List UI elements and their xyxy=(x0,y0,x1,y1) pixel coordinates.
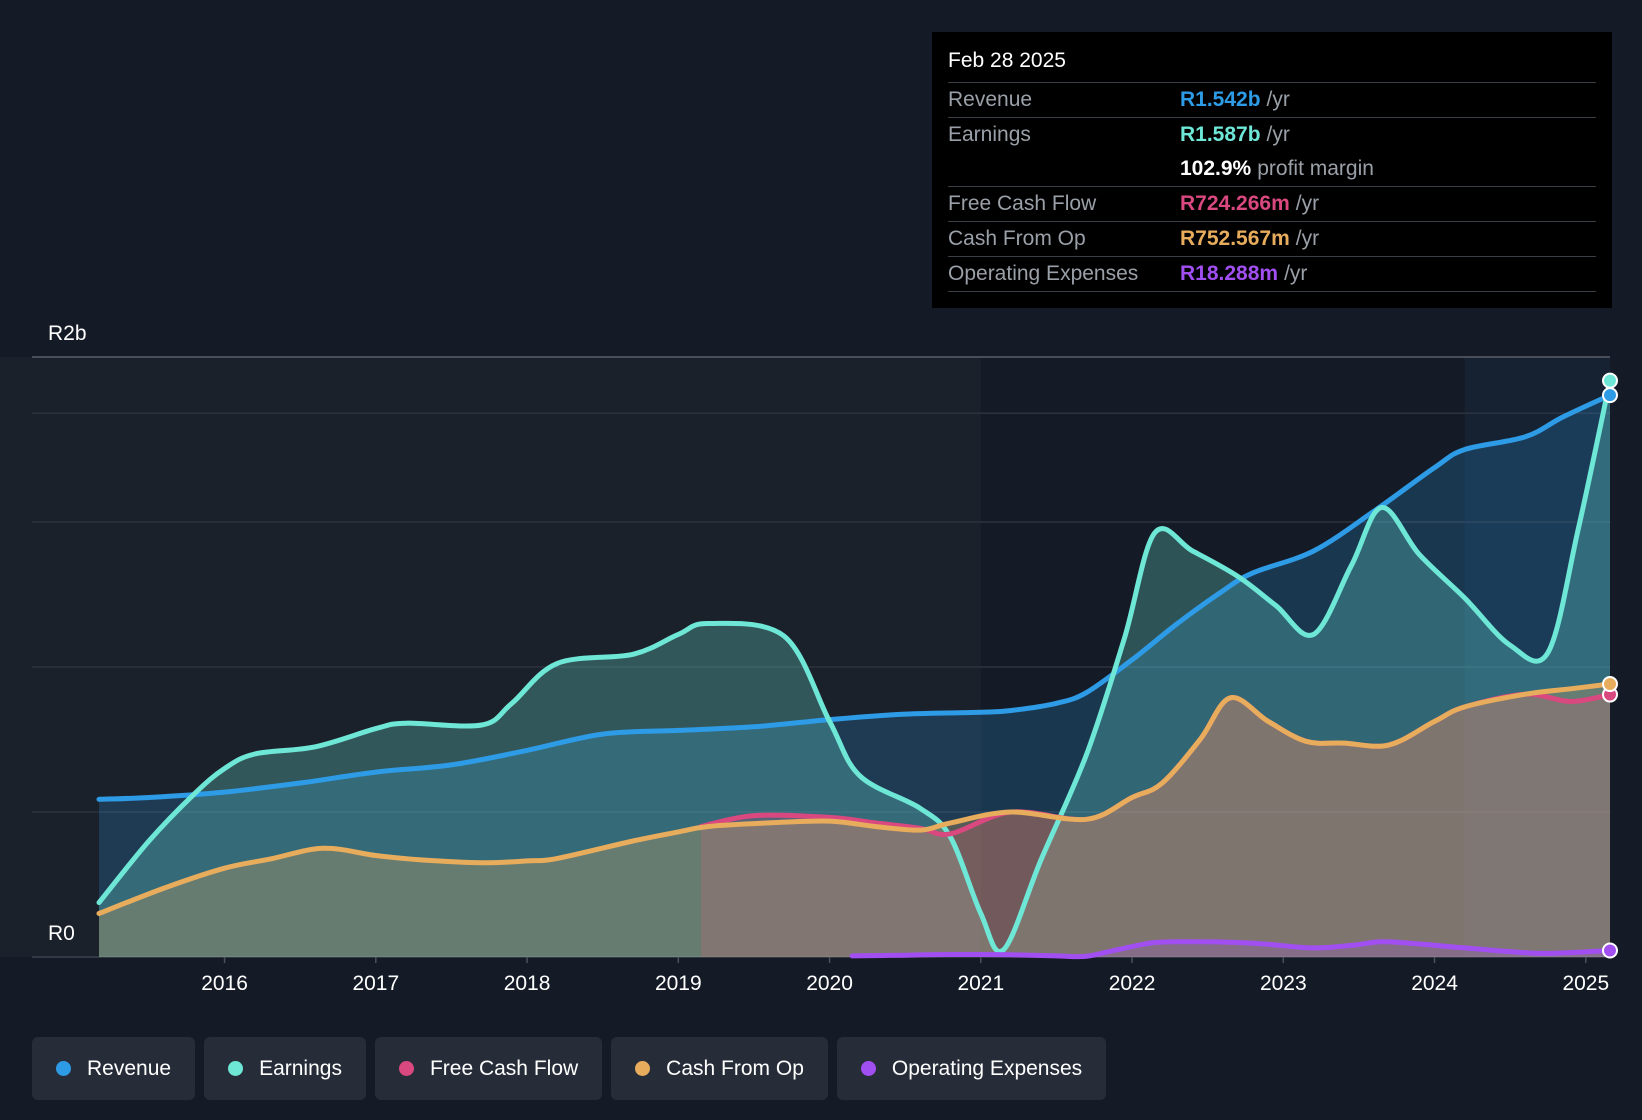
legend-label: Operating Expenses xyxy=(891,1056,1083,1080)
legend-dot-icon xyxy=(228,1061,244,1076)
line-cash-from-op xyxy=(96,681,1613,916)
x-tick-label: 2020 xyxy=(806,972,853,995)
tooltip-unit: /yr xyxy=(1266,88,1290,111)
line-earnings xyxy=(96,378,1613,955)
tooltip-label: Cash From Op xyxy=(948,227,1086,250)
area-revenue xyxy=(99,395,1610,958)
tooltip-label: Revenue xyxy=(948,88,1033,111)
tooltip-value: R18.288m xyxy=(1180,262,1279,285)
x-axis-ticks: 2016 2017 2018 2019 2020 2021 2022 2023 2024 2025 xyxy=(201,957,1609,995)
x-tick-label: 2017 xyxy=(352,972,399,995)
legend-dot-icon xyxy=(860,1061,876,1076)
x-tick-label: 2018 xyxy=(504,972,551,995)
line-operating-expenses xyxy=(849,939,1613,960)
legend-label: Cash From Op xyxy=(666,1056,804,1080)
tooltip-label xyxy=(948,152,1180,186)
tooltip-value: R752.567m xyxy=(1180,227,1290,250)
legend-item-revenue[interactable]: Revenue xyxy=(32,1037,196,1100)
endpoint-revenue xyxy=(1602,387,1618,404)
legend-item-operating-expenses[interactable]: Operating Expenses xyxy=(836,1037,1107,1100)
tooltip-label: Free Cash Flow xyxy=(948,192,1097,215)
x-tick-label: 2023 xyxy=(1260,972,1307,995)
x-tick-label: 2019 xyxy=(655,972,702,995)
tooltip-value: 102.9% xyxy=(1180,157,1252,180)
tooltip-unit: /yr xyxy=(1295,227,1320,250)
legend-label: Earnings xyxy=(259,1056,342,1080)
x-tick-label: 2021 xyxy=(957,972,1004,995)
area-cash-from-op xyxy=(99,684,1610,957)
legend-item-cash-from-op[interactable]: Cash From Op xyxy=(611,1037,828,1100)
legend-label: Free Cash Flow xyxy=(429,1056,579,1080)
x-tick-label: 2016 xyxy=(201,972,248,995)
x-tick-label: 2025 xyxy=(1562,972,1609,995)
tooltip-unit: /yr xyxy=(1295,192,1320,215)
tooltip-unit: /yr xyxy=(1284,262,1308,285)
tooltip-row-cash-from-op: Cash From Op R752.567m /yr xyxy=(948,222,1596,257)
y-axis-label-top: R2b xyxy=(48,322,87,345)
legend-dot-icon xyxy=(635,1061,651,1076)
area-earnings xyxy=(99,380,1610,958)
endpoint-operating-expenses xyxy=(1602,942,1618,959)
legend-dot-icon xyxy=(398,1061,414,1076)
series-endpoints xyxy=(1602,372,1618,959)
tooltip-date: Feb 28 2025 xyxy=(948,46,1596,83)
line-revenue xyxy=(96,392,1613,802)
tooltip-value: R724.266m xyxy=(1180,192,1290,215)
legend-dot-icon xyxy=(56,1061,71,1076)
tooltip-unit: profit margin xyxy=(1257,157,1374,180)
tooltip-unit: /yr xyxy=(1266,123,1290,146)
endpoint-earnings xyxy=(1602,372,1618,389)
tooltip-row-operating-expenses: Operating Expenses R18.288m /yr xyxy=(948,257,1596,292)
series-lines xyxy=(96,378,1613,960)
tooltip-value: R1.542b xyxy=(1180,88,1261,111)
legend-item-earnings[interactable]: Earnings xyxy=(204,1037,366,1100)
x-tick-label: 2024 xyxy=(1411,972,1458,995)
tooltip-row-revenue: Revenue R1.542b /yr xyxy=(948,83,1596,118)
tooltip-panel: Feb 28 2025 Revenue R1.542b /yr Earnings… xyxy=(932,32,1612,308)
legend-item-free-cash-flow[interactable]: Free Cash Flow xyxy=(374,1037,603,1100)
gridlines xyxy=(32,356,1610,958)
endpoint-cash-from-op xyxy=(1602,676,1618,693)
tooltip-row-free-cash-flow: Free Cash Flow R724.266m /yr xyxy=(948,187,1596,222)
x-tick-label: 2022 xyxy=(1109,972,1156,995)
legend-label: Revenue xyxy=(87,1056,172,1080)
tooltip-row-earnings: Earnings R1.587b /yr xyxy=(948,118,1596,152)
tooltip-label: Operating Expenses xyxy=(948,262,1139,285)
tooltip-value: R1.587b xyxy=(1180,123,1261,146)
series-areas xyxy=(99,380,1610,958)
y-axis-label-bottom: R0 xyxy=(48,922,75,945)
area-free-cash-flow xyxy=(701,694,1610,957)
legend: Revenue Earnings Free Cash Flow Cash Fro… xyxy=(32,1037,1107,1100)
tooltip-row-profit-margin: 102.9% profit margin xyxy=(948,152,1596,187)
tooltip-label: Earnings xyxy=(948,123,1031,146)
